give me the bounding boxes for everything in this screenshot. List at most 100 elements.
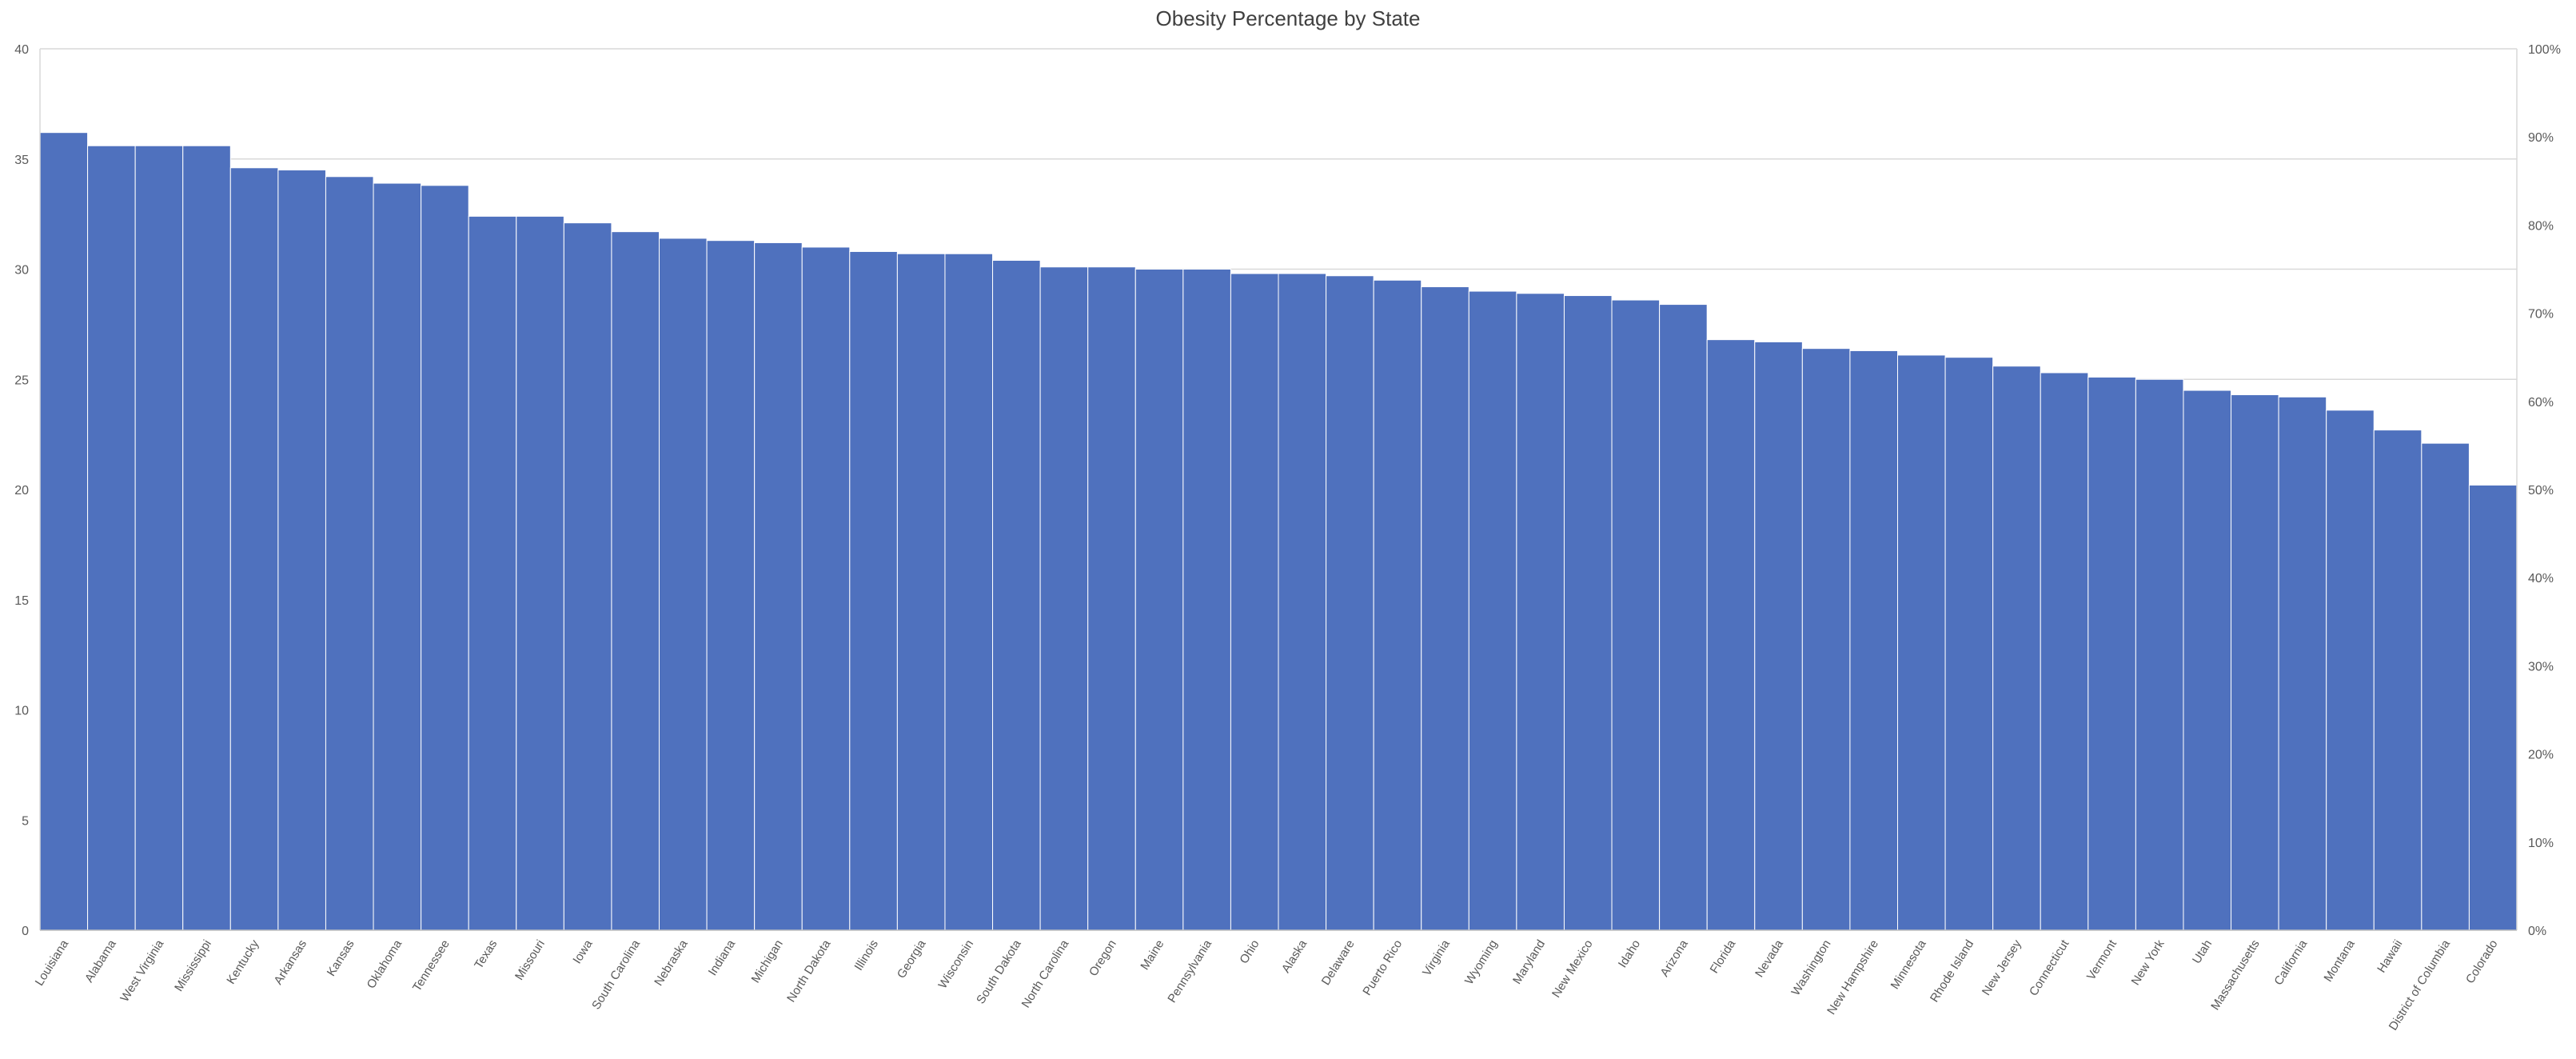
x-tick-label: Kentucky: [224, 937, 261, 987]
x-tick-label: Massachusetts: [2208, 937, 2262, 1013]
x-tick-label: Hawaii: [2375, 937, 2405, 975]
x-tick-label: Illinois: [851, 937, 881, 973]
x-tick-label: Tennessee: [410, 937, 453, 994]
y-tick-label: 20: [14, 484, 29, 498]
axes: [39, 49, 2518, 931]
x-tick-label: Montana: [2322, 937, 2359, 985]
x-tick-label: Texas: [472, 937, 500, 971]
bar: [1278, 273, 1327, 931]
bar: [421, 185, 469, 931]
bar: [1134, 269, 1184, 931]
bar: [2278, 396, 2327, 931]
bar: [2183, 390, 2232, 931]
y-tick-label: 10: [14, 705, 29, 718]
bar: [1039, 266, 1089, 931]
x-tick-label: New Jersey: [1980, 937, 2024, 998]
y-axis-tick-labels: 0 5 10 15 20 25 30 35 40: [14, 43, 29, 938]
x-tick-label: Wisconsin: [936, 937, 977, 991]
bar: [39, 132, 89, 931]
bar: [182, 145, 231, 931]
bar: [2373, 430, 2422, 931]
x-tick-label: Nebraska: [652, 937, 691, 989]
bar: [992, 259, 1041, 931]
x-tick-label: Georgia: [895, 937, 929, 981]
bar: [1992, 366, 2041, 931]
bar: [801, 246, 851, 931]
bar: [325, 176, 374, 931]
x-tick-label: Mississippi: [172, 937, 214, 994]
x-tick-label: Alabama: [82, 937, 119, 985]
x-tick-label: Indiana: [706, 937, 739, 978]
x-tick-label: Wyoming: [1462, 937, 1500, 987]
x-tick-label: Minnesota: [1888, 937, 1929, 992]
secondary-y-axis-tick-labels: 0% 10% 20% 30% 40% 50% 60% 70% 80% 90% 100%: [2528, 43, 2561, 938]
x-tick-label: Colorado: [2463, 937, 2501, 986]
y2-tick-label: 10%: [2528, 837, 2554, 850]
bar: [944, 253, 994, 931]
y2-tick-label: 50%: [2528, 484, 2554, 498]
x-tick-label: New Mexico: [1549, 937, 1596, 1000]
bar: [1230, 273, 1279, 931]
bar: [87, 145, 136, 931]
x-tick-label: Delaware: [1319, 937, 1358, 988]
x-tick-label: Arkansas: [272, 937, 310, 987]
bar: [2468, 484, 2518, 931]
bar: [1801, 348, 1851, 931]
x-tick-label: North Carolina: [1019, 937, 1072, 1011]
bar: [611, 231, 660, 931]
x-tick-label: Vermont: [2084, 937, 2119, 982]
bar: [1659, 304, 1708, 931]
bar: [1182, 269, 1231, 931]
bar: [2231, 394, 2279, 931]
bar: [1373, 279, 1422, 931]
bar: [2135, 378, 2184, 931]
x-tick-label: Michigan: [749, 937, 786, 985]
bar: [1563, 295, 1613, 931]
y-tick-label: 15: [14, 594, 29, 608]
bar: [2421, 442, 2470, 931]
x-tick-label: Oklahoma: [365, 937, 405, 992]
x-tick-label: Louisiana: [33, 937, 72, 989]
bar: [1516, 293, 1565, 931]
bar: [1706, 339, 1756, 931]
bar: [1611, 299, 1661, 931]
y-tick-label: 35: [14, 154, 29, 167]
bar: [706, 240, 756, 931]
bar: [516, 215, 564, 931]
bar: [1468, 290, 1517, 931]
x-tick-label: Maine: [1138, 937, 1166, 973]
x-tick-label: Alaska: [1279, 937, 1310, 976]
x-tick-label: Kansas: [325, 937, 357, 978]
bar: [134, 145, 184, 931]
x-tick-label: Utah: [2190, 937, 2215, 966]
x-tick-label: Washington: [1788, 937, 1833, 998]
bar: [754, 242, 803, 931]
x-tick-label: New York: [2129, 937, 2167, 988]
x-tick-label: South Carolina: [589, 937, 643, 1013]
x-tick-label: California: [2271, 937, 2310, 988]
x-tick-label: New Hampshire: [1824, 937, 1881, 1017]
x-tick-label: Pennsylvania: [1165, 937, 1214, 1005]
y2-tick-label: 80%: [2528, 219, 2554, 233]
x-tick-label: South Dakota: [974, 937, 1024, 1007]
chart-title: Obesity Percentage by State: [1155, 6, 1421, 30]
y-tick-label: 30: [14, 264, 29, 278]
bar: [659, 238, 708, 931]
x-tick-label: Connecticut: [2027, 937, 2072, 998]
bar: [2326, 410, 2375, 931]
x-tick-label: Iowa: [570, 937, 596, 966]
bar: [2040, 372, 2089, 931]
x-tick-label: Puerto Rico: [1360, 937, 1405, 997]
bar: [229, 167, 279, 931]
bar: [1326, 275, 1374, 931]
y2-tick-label: 40%: [2528, 572, 2554, 585]
bar: [1897, 354, 1946, 931]
bar: [1421, 286, 1469, 931]
x-tick-label: Ohio: [1237, 937, 1262, 966]
x-tick-label: North Dakota: [784, 937, 834, 1005]
x-tick-label: Rhode Island: [1928, 937, 1976, 1005]
bar: [896, 253, 946, 931]
x-tick-label: Missouri: [512, 937, 548, 982]
